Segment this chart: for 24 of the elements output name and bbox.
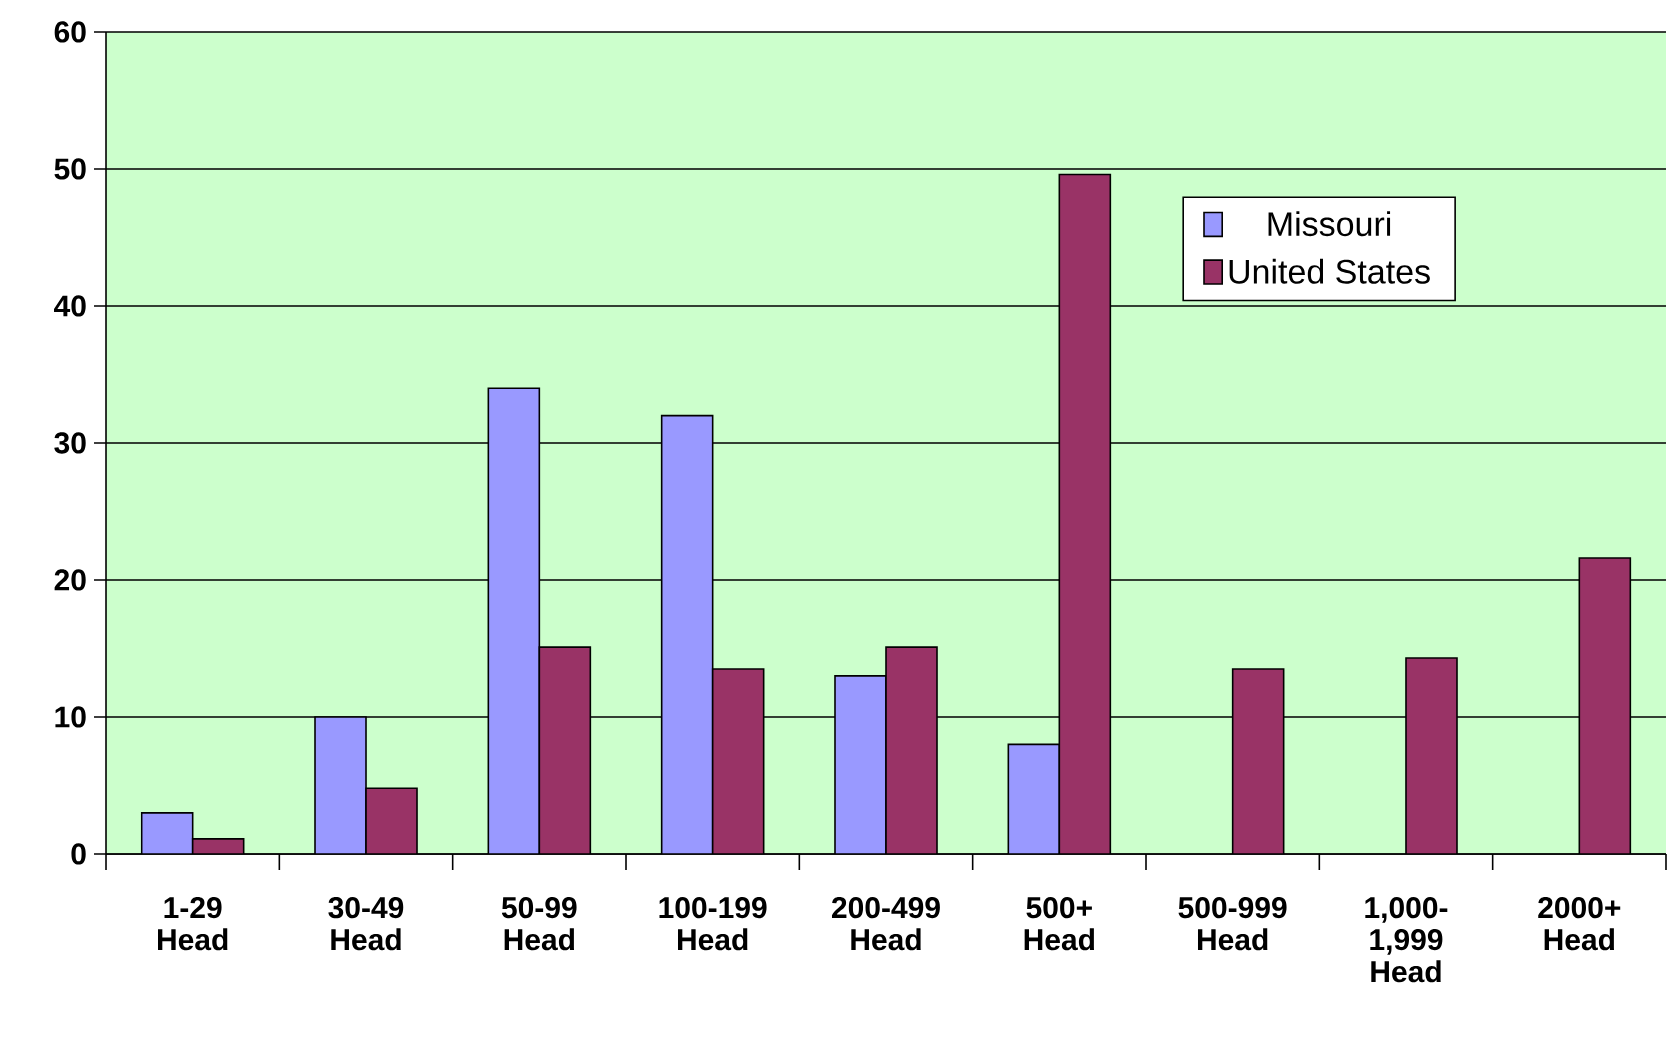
- y-tick-label: 0: [71, 843, 86, 865]
- y-tick-label: 30: [54, 432, 86, 454]
- y-tick-label: 60: [54, 21, 86, 43]
- y-tick-label: 10: [55, 706, 86, 728]
- legend-label: Missouri: [1268, 211, 1391, 237]
- x-tick-label: 1-29 Head: [158, 897, 228, 951]
- x-tick-label: 30-49 Head: [328, 897, 404, 951]
- bar: [834, 675, 887, 854]
- bar: [140, 812, 194, 854]
- y-tick-label: 40: [54, 295, 86, 317]
- bar: [660, 414, 714, 854]
- bar: [1007, 743, 1061, 854]
- x-tick-label: 500-999 Head: [1178, 897, 1287, 951]
- y-tick-label: 50: [54, 158, 86, 180]
- x-tick-label: 500+ Head: [1024, 897, 1095, 951]
- bar: [487, 387, 541, 854]
- y-tick-label: 20: [54, 569, 86, 591]
- x-tick-label: 100-199 Head: [659, 897, 767, 951]
- x-tick-label: 1,000-1,999 Head: [1365, 897, 1448, 983]
- legend-label: United States: [1229, 258, 1430, 284]
- x-tick-label: 50-99 Head: [501, 897, 577, 951]
- bar: [314, 716, 367, 854]
- x-tick-label: 200-499 Head: [831, 897, 940, 951]
- x-tick-label: 2000+ Head: [1538, 897, 1621, 951]
